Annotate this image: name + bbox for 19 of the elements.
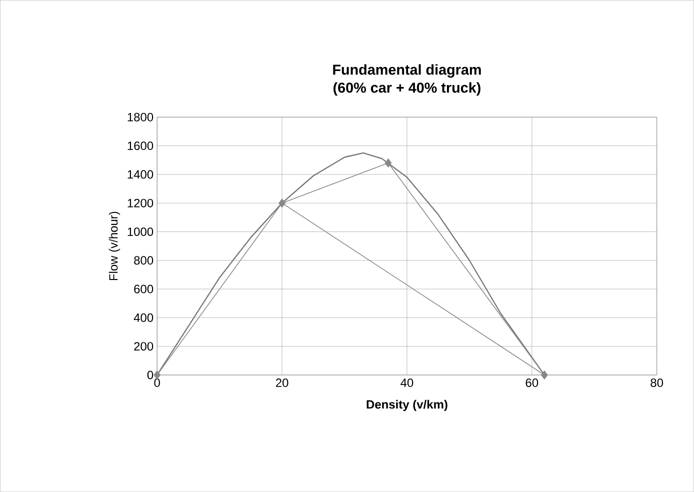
x-tick-label: 60 bbox=[526, 378, 538, 387]
y-tick-label: 0 bbox=[147, 370, 154, 380]
y-tick-label: 1600 bbox=[128, 141, 154, 150]
x-tick-label: 40 bbox=[400, 378, 414, 387]
y-tick-label: 600 bbox=[134, 284, 154, 294]
y-tick-label: 400 bbox=[134, 313, 154, 322]
y-tick-label: 1000 bbox=[128, 227, 154, 236]
chart-subtitle: (60% car + 40% truck) bbox=[333, 82, 480, 96]
x-tick-label: 20 bbox=[276, 378, 288, 387]
x-tick-label: 0 bbox=[154, 378, 160, 387]
y-tick-label: 800 bbox=[134, 256, 154, 265]
y-tick-label: 1400 bbox=[128, 170, 154, 179]
y-tick-label: 1200 bbox=[128, 198, 154, 208]
y-tick-label: 1800 bbox=[128, 112, 154, 122]
chart-title: Fundamental diagram bbox=[333, 64, 481, 78]
y-axis-title: Flow (v/hour) bbox=[108, 212, 120, 280]
x-tick-label: 80 bbox=[650, 378, 664, 387]
y-tick-label: 200 bbox=[134, 342, 154, 351]
x-axis-title: Density (v/km) bbox=[366, 400, 448, 411]
